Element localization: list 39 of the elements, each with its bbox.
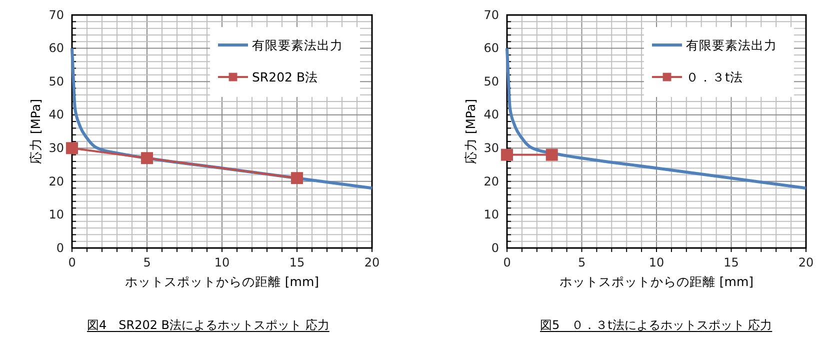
x-tick-label: 15	[289, 256, 305, 270]
legend-label: SR202 B法	[252, 70, 318, 84]
x-tick-label: 0	[68, 256, 76, 270]
y-tick-label: 40	[484, 108, 499, 122]
y-axis-title: 応力 [MPa]	[28, 98, 43, 164]
y-tick-label: 50	[48, 74, 64, 88]
y-tick-label: 30	[484, 140, 499, 155]
x-tick-label: 10	[648, 256, 664, 270]
x-tick-label: 20	[364, 256, 380, 270]
y-tick-label: 30	[48, 140, 64, 155]
legend-label: ０．３t法	[686, 70, 743, 84]
x-tick-label: 5	[578, 256, 586, 270]
y-tick-label: 10	[484, 208, 499, 222]
y-tick-label: 20	[484, 174, 499, 188]
x-tick-label: 5	[143, 256, 151, 270]
y-tick-label: 0	[491, 240, 499, 255]
x-tick-label: 15	[724, 256, 739, 270]
legend-label: 有限要素法出力	[252, 38, 343, 52]
y-tick-label: 60	[48, 41, 64, 56]
x-axis-title: ホットスポットからの距離 [mm]	[559, 274, 754, 289]
caption: 図5 ０．３t法によるホットスポット 応力	[540, 318, 772, 332]
x-tick-label: 0	[503, 256, 511, 270]
y-tick-label: 20	[48, 174, 64, 188]
x-tick-label: 20	[798, 256, 814, 270]
point	[66, 142, 78, 154]
y-tick-label: 10	[48, 208, 64, 222]
point	[141, 152, 153, 164]
y-tick-label: 50	[484, 74, 499, 88]
y-tick-label: 40	[48, 108, 64, 122]
y-tick-label: 70	[484, 8, 499, 22]
point	[291, 172, 303, 184]
x-axis-title: ホットスポットからの距離 [mm]	[124, 274, 320, 289]
y-axis-title: 応力 [MPa]	[463, 98, 478, 164]
legend-label: 有限要素法出力	[686, 38, 777, 52]
y-tick-label: 60	[484, 41, 499, 56]
x-tick-label: 10	[214, 256, 230, 270]
y-tick-label: 70	[48, 8, 64, 22]
caption: 図4 SR202 B法によるホットスポット 応力	[87, 318, 330, 332]
y-tick-label: 0	[56, 240, 64, 255]
